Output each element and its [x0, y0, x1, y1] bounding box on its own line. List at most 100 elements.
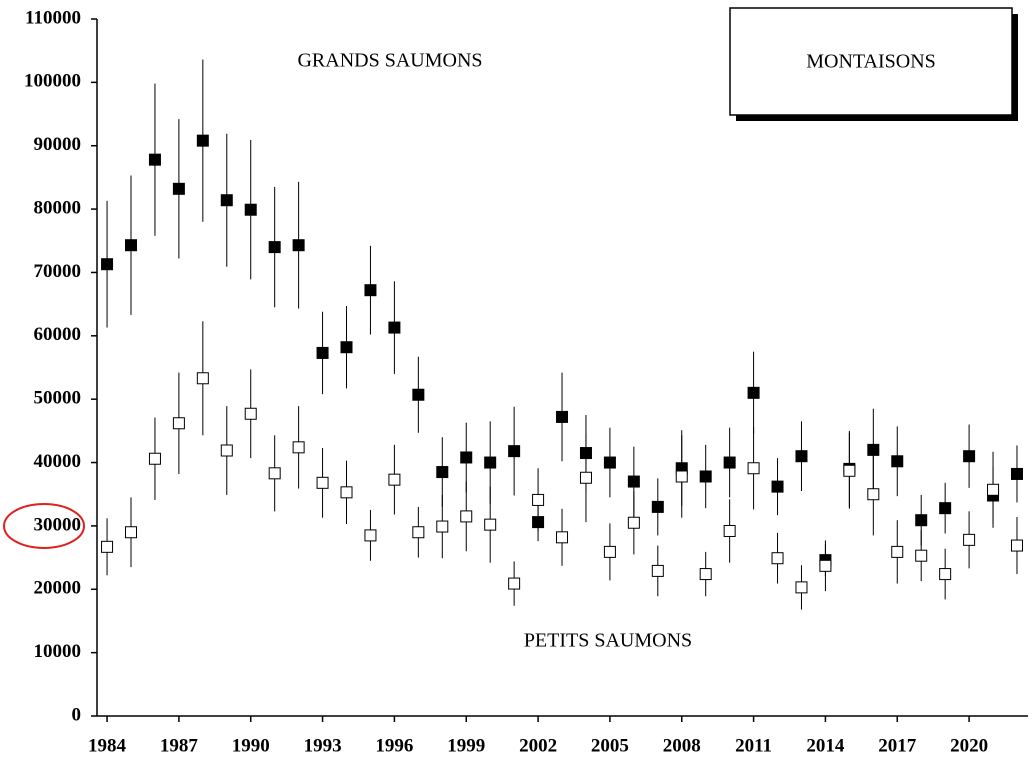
highlight-ellipse	[3, 503, 85, 549]
x-tick-label: 2017	[878, 735, 917, 756]
marker	[891, 455, 904, 468]
marker	[220, 444, 233, 457]
marker	[125, 526, 138, 539]
marker	[987, 483, 1000, 496]
marker	[412, 526, 425, 539]
x-tick-label: 2020	[950, 735, 988, 756]
marker	[196, 372, 209, 385]
marker	[771, 552, 784, 565]
marker	[148, 452, 161, 465]
y-tick-label: 30000	[34, 514, 82, 535]
x-tick-label: 1987	[160, 735, 199, 756]
marker	[963, 533, 976, 546]
y-tick-label: 60000	[34, 324, 82, 345]
marker	[460, 510, 473, 523]
x-tick-label: 1993	[304, 735, 342, 756]
x-tick-label: 1984	[88, 735, 127, 756]
x-tick-label: 2011	[735, 735, 772, 756]
series-annotation: GRANDS SAUMONS	[297, 50, 482, 72]
marker	[436, 520, 449, 533]
marker	[172, 182, 185, 195]
x-tick-label: 2005	[591, 735, 629, 756]
marker	[388, 321, 401, 334]
y-tick-label: 0	[72, 704, 82, 725]
marker	[484, 456, 497, 469]
marker	[388, 473, 401, 486]
marker	[125, 239, 138, 252]
marker	[556, 531, 569, 544]
y-tick-label: 10000	[34, 641, 82, 662]
marker	[723, 456, 736, 469]
x-tick-label: 1999	[447, 735, 485, 756]
y-tick-label: 110000	[25, 7, 81, 28]
marker	[316, 346, 329, 359]
x-tick-label: 1996	[375, 735, 413, 756]
series-annotation: PETITS SAUMONS	[524, 630, 692, 652]
marker	[508, 445, 521, 458]
marker	[532, 493, 545, 506]
marker	[508, 577, 521, 590]
marker	[196, 134, 209, 147]
marker	[795, 450, 808, 463]
marker	[292, 239, 305, 252]
marker	[603, 456, 616, 469]
marker	[723, 524, 736, 537]
x-tick-label: 2008	[663, 735, 701, 756]
marker	[316, 476, 329, 489]
marker	[364, 529, 377, 542]
y-tick-label: 80000	[34, 197, 82, 218]
marker	[963, 450, 976, 463]
marker	[867, 488, 880, 501]
marker	[891, 545, 904, 558]
marker	[340, 341, 353, 354]
marker	[220, 194, 233, 207]
marker	[1010, 467, 1023, 480]
marker	[340, 486, 353, 499]
marker	[939, 568, 952, 581]
marker	[843, 464, 856, 477]
marker	[747, 386, 760, 399]
chart-title: MONTAISONS	[806, 51, 936, 73]
marker	[915, 549, 928, 562]
marker	[556, 410, 569, 423]
marker	[244, 203, 257, 216]
marker	[603, 545, 616, 558]
marker	[627, 516, 640, 529]
marker	[436, 466, 449, 479]
marker	[795, 581, 808, 594]
marker	[699, 568, 712, 581]
marker	[915, 514, 928, 527]
marker	[1010, 539, 1023, 552]
x-tick-label: 1990	[232, 735, 270, 756]
marker	[460, 451, 473, 464]
title-box	[729, 7, 1013, 116]
marker	[101, 540, 114, 553]
y-tick-label: 40000	[34, 451, 82, 472]
marker	[939, 502, 952, 515]
marker	[819, 559, 832, 572]
y-tick-label: 90000	[34, 134, 82, 155]
marker	[484, 518, 497, 531]
x-tick-label: 2002	[519, 735, 557, 756]
marker	[579, 471, 592, 484]
marker	[148, 153, 161, 166]
y-tick-label: 70000	[34, 261, 82, 282]
marker	[172, 417, 185, 430]
marker	[101, 258, 114, 271]
y-tick-label: 20000	[34, 578, 82, 599]
marker	[651, 500, 664, 513]
marker	[412, 388, 425, 401]
marker	[651, 564, 664, 577]
marker	[268, 241, 281, 254]
y-tick-label: 50000	[34, 388, 82, 409]
x-tick-label: 2014	[806, 735, 845, 756]
y-tick-label: 100000	[24, 71, 81, 92]
marker	[771, 480, 784, 493]
marker	[244, 407, 257, 420]
marker	[268, 467, 281, 480]
marker	[627, 475, 640, 488]
marker	[675, 470, 688, 483]
marker	[364, 284, 377, 297]
marker	[747, 462, 760, 475]
